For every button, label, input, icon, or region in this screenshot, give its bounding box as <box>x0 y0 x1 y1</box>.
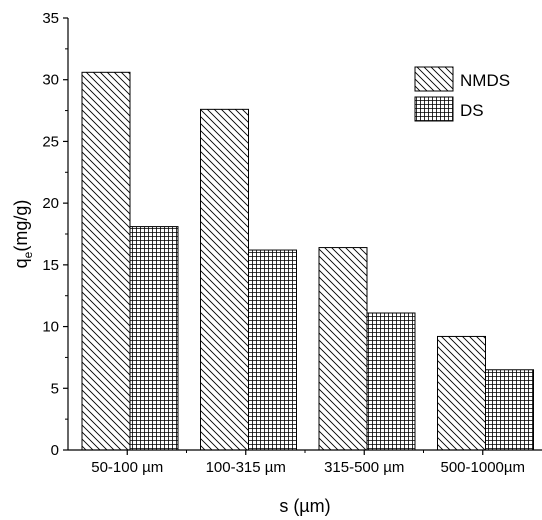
x-tick-label: 315-500 µm <box>324 459 404 476</box>
bar-nmds-1 <box>81 71 131 451</box>
y-tick-label: 20 <box>42 195 59 212</box>
y-tick-label: 10 <box>42 319 59 336</box>
y-axis-title-suffix: (mg/g) <box>11 200 31 252</box>
y-axis-title: qe(mg/g) <box>11 200 35 269</box>
bar-ds-2 <box>248 249 297 451</box>
y-tick-label: 15 <box>42 257 59 274</box>
bar-ds-1 <box>129 226 179 451</box>
legend-label-nmds: NMDS <box>460 71 510 90</box>
legend-label-ds: DS <box>460 101 484 120</box>
bar-ds-3 <box>366 312 416 451</box>
x-tick-label: 100-315 µm <box>206 459 286 476</box>
bars-layer <box>81 71 534 451</box>
y-tick-label: 0 <box>51 442 59 459</box>
x-axis-title: s (µm) <box>279 496 330 516</box>
bar-nmds-3 <box>318 247 368 451</box>
legend: NMDS DS <box>414 66 510 122</box>
y-axis-title-subscript: e <box>21 251 35 258</box>
legend-swatch-ds <box>414 96 454 122</box>
bar-ds-4 <box>485 369 534 451</box>
y-tick-label: 25 <box>42 133 59 150</box>
x-tick-label: 50-100 µm <box>91 459 163 476</box>
bar-nmds-4 <box>437 335 486 451</box>
y-tick-label: 35 <box>42 10 59 27</box>
bar-nmds-2 <box>200 108 249 451</box>
y-tick-label: 30 <box>42 72 59 89</box>
y-axis-title-main: q <box>11 258 31 268</box>
x-tick-label: 500-1000µm <box>440 459 525 476</box>
y-tick-label: 5 <box>51 380 59 397</box>
legend-swatch-nmds <box>414 66 454 92</box>
axes-layer: 0 5 10 15 20 25 30 35 50-100 µm 100-315 µm 315-500… <box>42 10 542 476</box>
